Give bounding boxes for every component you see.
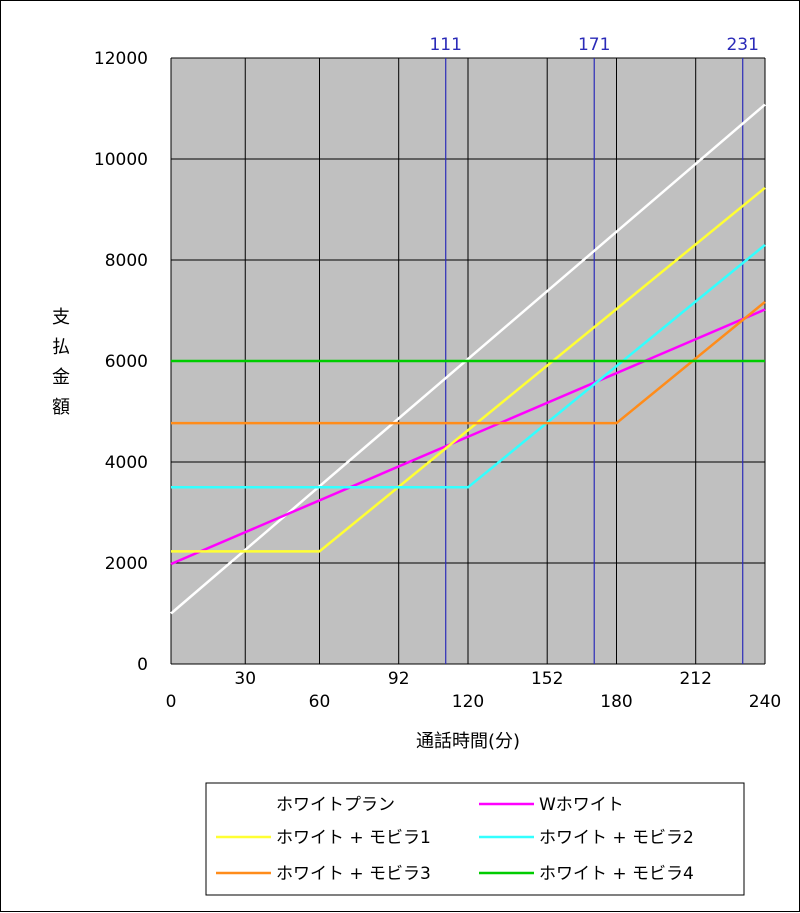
legend-box [205, 782, 745, 896]
x-tick-label: 240 [749, 692, 781, 712]
y-axis-label-char: 金 [52, 367, 70, 388]
y-tick-label: 6000 [105, 352, 148, 372]
x-tick-label: 60 [309, 692, 331, 712]
marker-label: 111 [429, 35, 461, 55]
x-tick-label: 30 [234, 669, 256, 689]
marker-label: 171 [578, 35, 610, 55]
y-axis-label-char: 支 [52, 307, 70, 328]
legend-label: ホワイトプラン [276, 795, 395, 815]
y-tick-label: 8000 [105, 251, 148, 271]
series-group [170, 103, 766, 615]
x-tick-labels: 30 92 152 212 0 60 120 180 240 [166, 669, 782, 712]
x-tick-label: 180 [600, 692, 632, 712]
x-tick-label: 0 [166, 692, 177, 712]
legend-label: Wホワイト [539, 795, 624, 815]
series-line [171, 186, 766, 553]
y-tick-label: 12000 [94, 49, 148, 69]
x-tick-label: 212 [679, 669, 711, 689]
legend-label: ホワイト + モビラ2 [539, 828, 694, 848]
series-line [170, 103, 766, 615]
x-axis-label: 通話時間(分) [416, 731, 520, 752]
series-line [170, 308, 766, 566]
y-axis-label-char: 払 [52, 337, 70, 358]
top-marker-labels: 111 171 231 [429, 35, 758, 55]
y-axis-label-char: 額 [52, 397, 70, 418]
series-line [171, 300, 766, 425]
legend-label: ホワイト + モビラ3 [276, 864, 431, 884]
x-tick-label: 152 [531, 669, 563, 689]
series-line [171, 243, 766, 489]
y-tick-label: 10000 [94, 150, 148, 170]
marker-label: 231 [726, 35, 758, 55]
y-tick-labels: 0 2000 4000 6000 8000 10000 12000 [94, 49, 148, 675]
y-tick-label: 4000 [105, 453, 148, 473]
x-tick-label: 92 [388, 669, 410, 689]
x-tick-label: 120 [452, 692, 484, 712]
legend-label: ホワイト + モビラ4 [539, 864, 694, 884]
legend-label: ホワイト + モビラ1 [276, 828, 431, 848]
y-tick-label: 2000 [105, 554, 148, 574]
y-tick-label: 0 [137, 655, 148, 675]
